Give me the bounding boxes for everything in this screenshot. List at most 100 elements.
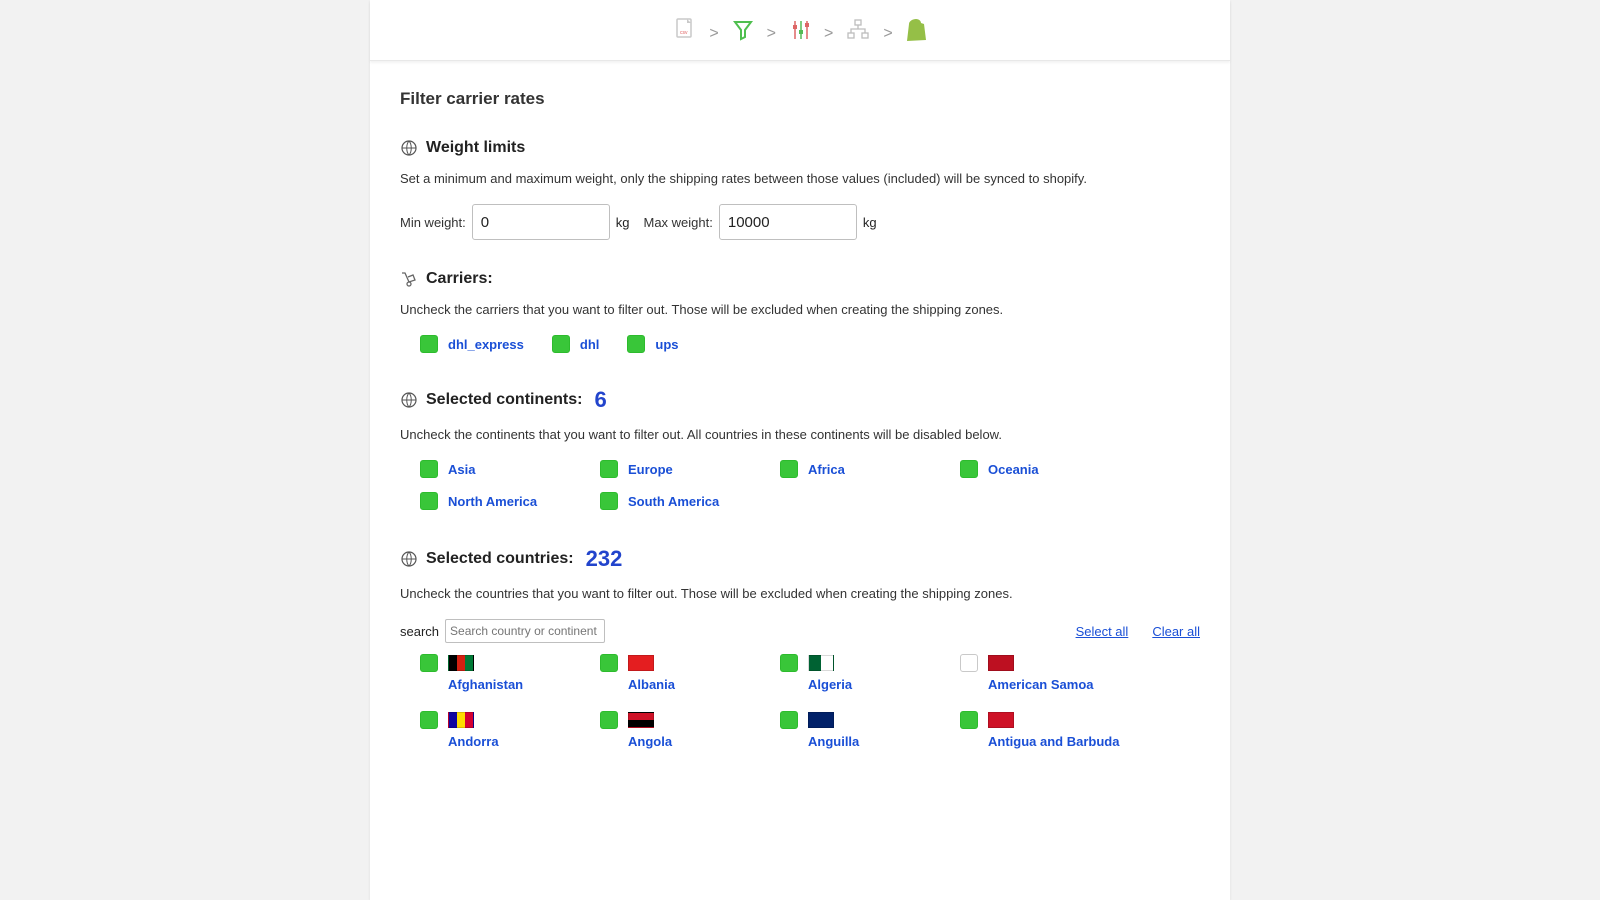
step-adjust-icon[interactable]	[788, 17, 812, 43]
country-label: American Samoa	[988, 677, 1094, 692]
flag-icon	[988, 712, 1014, 728]
min-weight-input[interactable]	[472, 204, 610, 240]
step-csv-icon[interactable]: csv	[673, 17, 697, 43]
country-item[interactable]: Anguilla	[780, 712, 960, 749]
continent-label: Asia	[448, 462, 475, 477]
search-label: search	[400, 624, 439, 639]
checkbox[interactable]	[960, 460, 978, 478]
checkbox[interactable]	[780, 460, 798, 478]
max-weight-label: Max weight:	[643, 215, 712, 230]
country-item[interactable]: Algeria	[780, 655, 960, 692]
carrier-label: ups	[655, 337, 678, 352]
clear-all-link[interactable]: Clear all	[1152, 624, 1200, 639]
carriers-help: Uncheck the carriers that you want to fi…	[400, 302, 1200, 317]
step-sep: >	[879, 25, 896, 43]
carrier-label: dhl_express	[448, 337, 524, 352]
country-search-row: search Select all Clear all	[400, 619, 1200, 643]
globe-icon	[400, 139, 418, 157]
continent-item[interactable]: Asia	[420, 460, 600, 478]
carriers-list: dhl_express dhl ups	[400, 335, 1200, 353]
checkbox[interactable]	[420, 335, 438, 353]
page-title: Filter carrier rates	[400, 89, 1200, 109]
weight-inputs: Min weight: kg Max weight: kg	[400, 204, 1200, 240]
country-label: Angola	[628, 734, 672, 749]
checkbox[interactable]	[420, 711, 438, 729]
checkbox[interactable]	[780, 654, 798, 672]
country-label: Algeria	[808, 677, 852, 692]
step-zones-icon[interactable]	[845, 17, 871, 43]
countries-heading: Selected countries:	[426, 550, 574, 568]
section-continents: Selected continents: 6	[400, 387, 1200, 413]
flag-icon	[448, 655, 474, 671]
carrier-item[interactable]: dhl_express	[420, 335, 524, 353]
carrier-item[interactable]: dhl	[552, 335, 600, 353]
flag-icon	[628, 655, 654, 671]
svg-text:csv: csv	[680, 30, 688, 36]
checkbox[interactable]	[420, 492, 438, 510]
country-label: Afghanistan	[448, 677, 523, 692]
continents-heading: Selected continents:	[426, 391, 582, 409]
countries-list: Afghanistan Albania Algeria American Samoa A…	[400, 655, 1200, 749]
country-label: Albania	[628, 677, 675, 692]
globe-icon	[400, 391, 418, 409]
continent-item[interactable]: Europe	[600, 460, 780, 478]
checkbox[interactable]	[420, 654, 438, 672]
max-weight-input[interactable]	[719, 204, 857, 240]
checkbox[interactable]	[552, 335, 570, 353]
checkbox[interactable]	[960, 711, 978, 729]
country-item[interactable]: Albania	[600, 655, 780, 692]
dolly-icon	[400, 270, 418, 288]
select-all-link[interactable]: Select all	[1076, 624, 1129, 639]
checkbox[interactable]	[600, 492, 618, 510]
continent-label: Europe	[628, 462, 673, 477]
step-shopify-icon[interactable]	[905, 18, 927, 42]
country-item[interactable]: Andorra	[420, 712, 600, 749]
country-label: Anguilla	[808, 734, 859, 749]
checkbox[interactable]	[420, 460, 438, 478]
checkbox[interactable]	[627, 335, 645, 353]
continents-help: Uncheck the continents that you want to …	[400, 427, 1200, 442]
checkbox[interactable]	[600, 654, 618, 672]
flag-icon	[628, 712, 654, 728]
section-countries: Selected countries: 232	[400, 546, 1200, 572]
globe-icon	[400, 550, 418, 568]
step-sep: >	[763, 25, 780, 43]
min-weight-label: Min weight:	[400, 215, 466, 230]
continent-label: Oceania	[988, 462, 1039, 477]
country-item[interactable]: Antigua and Barbuda	[960, 712, 1140, 749]
carriers-heading: Carriers:	[426, 270, 493, 288]
continents-list: Asia Europe Africa Oceania North America Sout…	[400, 460, 1200, 510]
step-sep: >	[705, 25, 722, 43]
weight-help: Set a minimum and maximum weight, only t…	[400, 171, 1200, 186]
wizard-stepbar: csv > > > >	[370, 0, 1230, 61]
flag-icon	[988, 655, 1014, 671]
continent-label: Africa	[808, 462, 845, 477]
step-sep: >	[820, 25, 837, 43]
continent-item[interactable]: North America	[420, 492, 600, 510]
min-weight-unit: kg	[616, 215, 630, 230]
country-item[interactable]: American Samoa	[960, 655, 1140, 692]
continent-item[interactable]: Africa	[780, 460, 960, 478]
continent-item[interactable]: Oceania	[960, 460, 1140, 478]
country-item[interactable]: Angola	[600, 712, 780, 749]
checkbox[interactable]	[780, 711, 798, 729]
section-carriers: Carriers:	[400, 270, 1200, 288]
continent-label: North America	[448, 494, 537, 509]
continent-item[interactable]: South America	[600, 492, 780, 510]
checkbox[interactable]	[600, 460, 618, 478]
checkbox[interactable]	[960, 654, 978, 672]
carrier-label: dhl	[580, 337, 600, 352]
carrier-item[interactable]: ups	[627, 335, 678, 353]
country-label: Andorra	[448, 734, 499, 749]
countries-count: 232	[586, 546, 623, 572]
max-weight-unit: kg	[863, 215, 877, 230]
country-search-input[interactable]	[445, 619, 605, 643]
flag-icon	[448, 712, 474, 728]
step-filter-icon[interactable]	[731, 17, 755, 43]
section-weight-limits: Weight limits	[400, 139, 1200, 157]
checkbox[interactable]	[600, 711, 618, 729]
country-item[interactable]: Afghanistan	[420, 655, 600, 692]
flag-icon	[808, 655, 834, 671]
flag-icon	[808, 712, 834, 728]
countries-help: Uncheck the countries that you want to f…	[400, 586, 1200, 601]
